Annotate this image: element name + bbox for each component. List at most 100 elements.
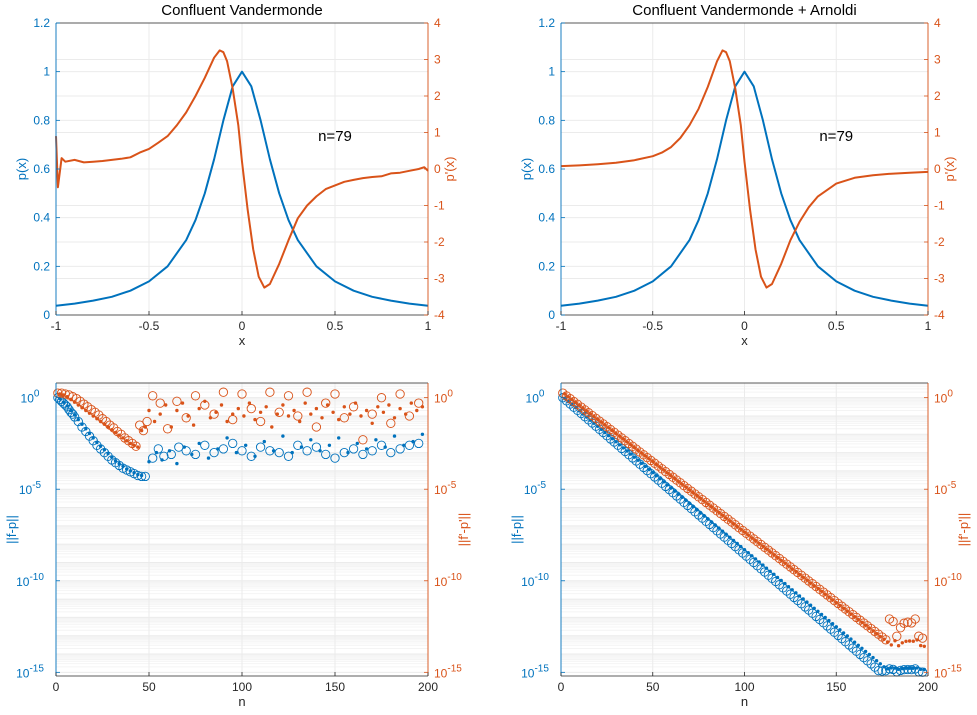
data-point-dot-orange xyxy=(298,419,302,424)
series-line-blue xyxy=(560,70,929,307)
data-point-dot-blue xyxy=(852,640,857,644)
data-point-dot-blue xyxy=(610,437,615,441)
data-point-dot-blue xyxy=(318,449,322,453)
data-point-dot-orange xyxy=(58,392,62,396)
data-point-dot-blue xyxy=(783,581,787,586)
data-point-open-blue xyxy=(837,633,847,644)
y-tick-label-right: 100 xyxy=(434,389,453,406)
data-point-dot-orange xyxy=(208,416,213,420)
data-point-dot-orange xyxy=(687,488,692,492)
data-point-dot-orange xyxy=(827,595,831,599)
data-point-dot-blue xyxy=(102,448,107,452)
data-point-open-blue xyxy=(311,442,322,452)
data-point-dot-blue xyxy=(136,472,140,477)
data-point-open-blue xyxy=(358,449,368,460)
data-point-dot-blue xyxy=(856,643,860,647)
data-point-dot-orange xyxy=(175,408,179,413)
data-point-dot-blue xyxy=(900,666,904,671)
data-point-open-orange xyxy=(283,391,294,401)
data-point-dot-orange xyxy=(147,408,151,413)
data-point-dot-orange xyxy=(191,423,196,427)
data-point-dot-orange xyxy=(603,423,607,427)
data-point-dot-blue xyxy=(834,625,838,629)
data-point-open-blue xyxy=(159,451,169,461)
data-point-dot-orange xyxy=(566,395,570,399)
data-point-open-orange xyxy=(367,409,377,419)
y-axis-label-right: p'(x) xyxy=(942,157,957,182)
data-point-dot-orange xyxy=(309,412,313,416)
data-point-dot-orange xyxy=(275,412,279,416)
data-point-dot-orange xyxy=(753,538,758,543)
data-point-dot-orange xyxy=(816,586,820,591)
data-point-dot-blue xyxy=(922,667,926,672)
data-point-dot-orange xyxy=(577,403,582,407)
data-point-dot-orange xyxy=(647,457,651,461)
data-point-dot-blue xyxy=(731,538,736,543)
data-point-dot-orange xyxy=(863,623,868,627)
data-point-dot-orange xyxy=(922,644,926,648)
data-point-dot-blue xyxy=(687,501,692,506)
panel-top-left: -1 -0.5 0 0.5 1x00.20.40.60.811.2-4-3-2-1012… xyxy=(14,2,457,348)
y-tick-label-left: 100 xyxy=(21,389,40,406)
data-point-dot-blue xyxy=(860,646,864,650)
data-point-open-orange xyxy=(376,393,387,403)
data-point-dot-blue xyxy=(750,554,754,558)
data-point-dot-orange xyxy=(292,408,296,413)
y-axis-label-right: ||f'-p'|| xyxy=(956,513,971,547)
y-tick-label-right: -2 xyxy=(934,235,945,249)
data-point-dot-orange xyxy=(186,414,190,418)
y-tick-label-left: 10-15 xyxy=(16,663,44,680)
data-point-dot-orange xyxy=(728,519,732,523)
data-point-dot-blue xyxy=(614,440,618,444)
x-tick-label: 50 xyxy=(142,680,156,694)
data-point-dot-orange xyxy=(84,408,88,413)
y-tick-label-right: 10-10 xyxy=(434,572,462,589)
data-point-dot-orange xyxy=(121,436,125,440)
data-point-dot-blue xyxy=(695,507,699,512)
y-tick-label-right: -4 xyxy=(434,308,445,322)
data-point-dot-orange xyxy=(376,405,380,409)
data-point-dot-orange xyxy=(841,606,846,610)
data-point-dot-orange xyxy=(632,445,637,450)
data-point-open-blue xyxy=(873,665,884,676)
x-axis-label: x xyxy=(239,333,246,348)
data-point-dot-orange xyxy=(698,496,703,500)
data-point-dot-orange xyxy=(845,609,849,613)
data-point-dot-orange xyxy=(783,561,787,565)
data-point-dot-blue xyxy=(76,417,81,422)
y-tick-label-right: -1 xyxy=(434,199,445,213)
x-tick-label: 1 xyxy=(425,319,432,333)
data-point-dot-blue xyxy=(665,483,670,487)
data-point-dot-blue xyxy=(299,445,304,449)
data-point-open-blue xyxy=(274,447,284,458)
data-point-open-orange xyxy=(274,407,284,417)
data-point-dot-blue xyxy=(845,634,849,638)
data-point-dot-blue xyxy=(819,612,824,617)
data-point-open-blue xyxy=(136,471,147,482)
data-point-open-blue xyxy=(209,447,219,458)
data-point-dot-blue xyxy=(411,439,415,444)
data-point-dot-blue xyxy=(768,569,772,573)
data-point-dot-orange xyxy=(669,474,673,478)
data-point-dot-blue xyxy=(841,631,846,635)
data-point-dot-blue xyxy=(702,514,706,518)
data-point-dot-blue xyxy=(643,464,648,469)
data-point-dot-blue xyxy=(206,456,211,460)
data-point-open-orange xyxy=(265,387,275,397)
data-point-dot-blue xyxy=(794,591,798,595)
y-tick-label-left: 0 xyxy=(548,308,555,322)
data-point-dot-blue xyxy=(392,434,397,438)
data-point-dot-blue xyxy=(746,551,750,555)
data-point-dot-orange xyxy=(98,419,103,424)
data-point-dot-orange xyxy=(353,401,358,405)
data-point-dot-orange xyxy=(706,502,710,506)
data-point-dot-orange xyxy=(808,581,813,585)
data-point-open-blue xyxy=(153,444,163,454)
data-point-open-blue xyxy=(166,449,176,460)
data-point-dot-blue xyxy=(772,572,776,576)
y-axis-label-left: ||f-p|| xyxy=(4,515,19,544)
y-tick-label-left: 10-5 xyxy=(19,480,42,497)
data-point-dot-orange xyxy=(387,403,391,407)
data-point-dot-orange xyxy=(896,644,901,648)
